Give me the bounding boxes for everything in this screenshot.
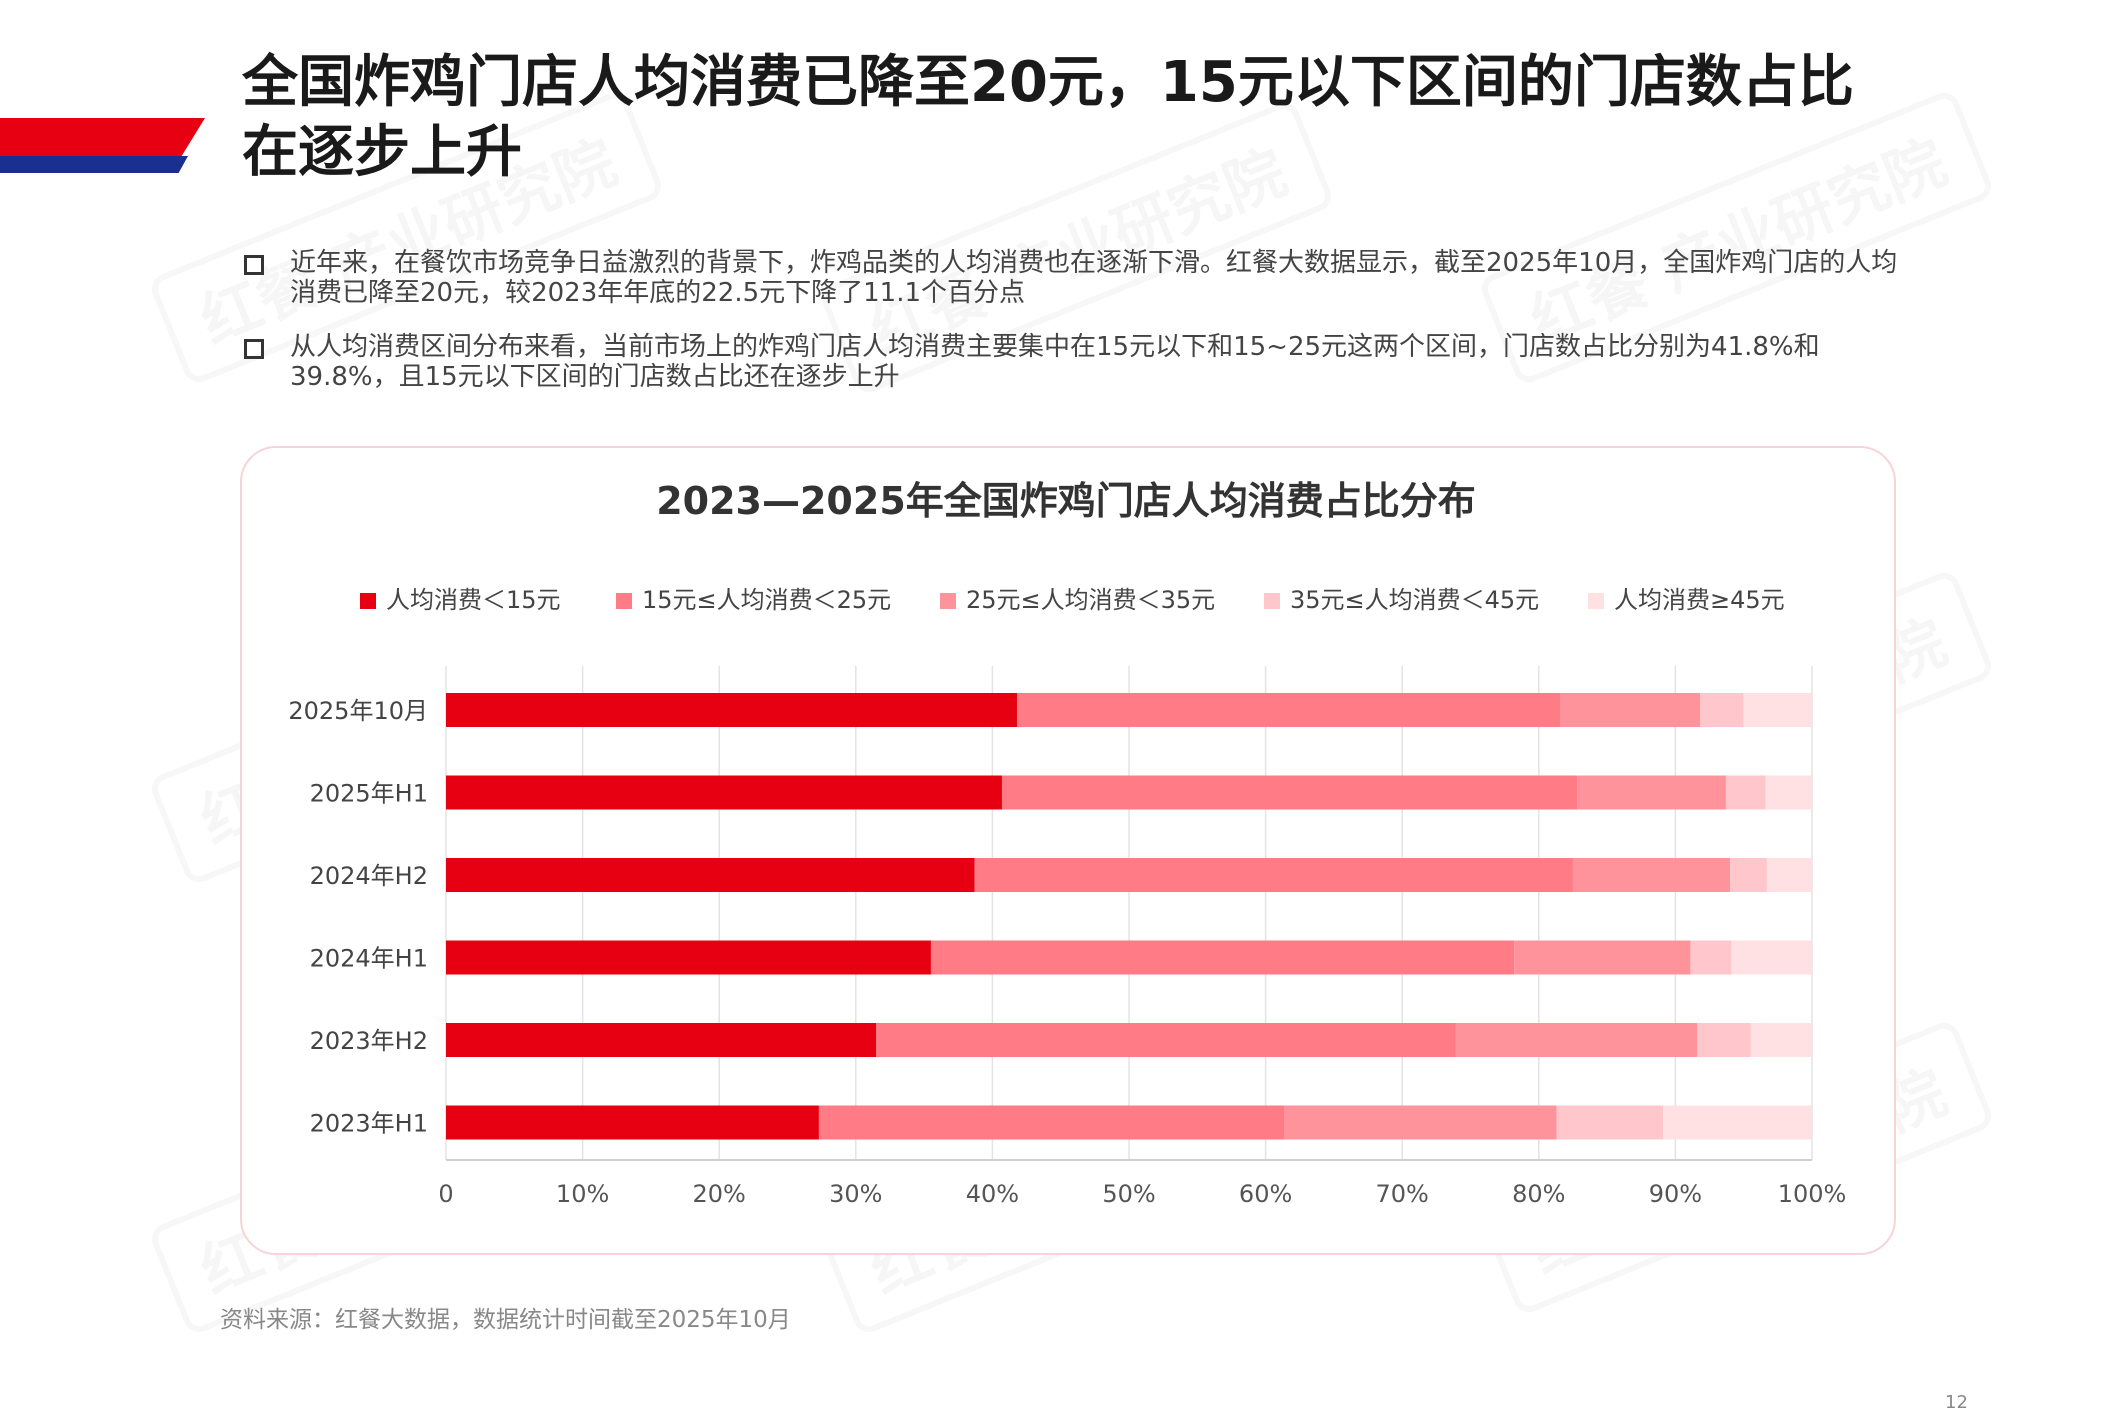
- bar-segment: [1560, 693, 1700, 727]
- bar-segment: [446, 940, 931, 975]
- y-category-label: 2023年H2: [310, 1027, 428, 1055]
- bar-segment: [446, 858, 975, 892]
- bar-segment: [1016, 693, 1561, 727]
- bar-segment: [1284, 1105, 1557, 1140]
- bar-segment: [1514, 940, 1691, 975]
- bar-segment: [1743, 693, 1812, 727]
- bar-segment: [1766, 858, 1812, 892]
- bar-segment: [446, 775, 1002, 810]
- page-number: 12: [1945, 1392, 1968, 1413]
- bar-segment: [1731, 940, 1812, 975]
- x-tick-label: 10%: [556, 1180, 609, 1208]
- bar-segment: [1699, 693, 1744, 727]
- x-tick-label: 50%: [1102, 1180, 1155, 1208]
- legend-label: 人均消费＜15元: [386, 586, 561, 614]
- header-accent-blue: [0, 156, 188, 173]
- bar-segment: [1697, 1023, 1751, 1057]
- legend-swatch: [940, 593, 956, 609]
- bar-segment: [446, 1023, 877, 1057]
- legend-swatch: [360, 593, 376, 609]
- legend-swatch: [1588, 593, 1604, 609]
- source-note: 资料来源：红餐大数据，数据统计时间截至2025年10月: [220, 1307, 791, 1333]
- y-category-label: 2023年H1: [310, 1110, 428, 1138]
- x-tick-label: 90%: [1649, 1180, 1702, 1208]
- bullet-list: 近年来，在餐饮市场竞争日益激烈的背景下，炸鸡品类的人均消费也在逐渐下滑。红餐大数…: [242, 248, 1922, 416]
- bar-segment: [876, 1023, 1456, 1057]
- legend-item: 15元≤人均消费＜25元: [616, 580, 891, 615]
- header-accent-red: [0, 118, 205, 158]
- bullet-item: 近年来，在餐饮市场竞争日益激烈的背景下，炸鸡品类的人均消费也在逐渐下滑。红餐大数…: [242, 248, 1922, 308]
- x-tick-label: 20%: [693, 1180, 746, 1208]
- legend-label: 人均消费≥45元: [1614, 586, 1785, 614]
- chart-title: 2023—2025年全国炸鸡门店人均消费占比分布: [656, 479, 1476, 523]
- x-tick-label: 60%: [1239, 1180, 1292, 1208]
- bar-segment: [1725, 775, 1766, 810]
- y-category-label: 2025年10月: [288, 697, 428, 725]
- legend-item: 人均消费＜15元: [360, 580, 561, 615]
- legend-swatch: [1264, 593, 1280, 609]
- legend-item: 25元≤人均消费＜35元: [940, 580, 1215, 615]
- y-category-label: 2025年H1: [310, 780, 428, 808]
- bar-segment: [1765, 775, 1812, 810]
- legend-item: 人均消费≥45元: [1588, 580, 1785, 615]
- x-tick-label: 40%: [966, 1180, 1019, 1208]
- bar-segment: [1001, 775, 1578, 810]
- x-tick-label: 70%: [1376, 1180, 1429, 1208]
- x-tick-label: 0: [438, 1180, 453, 1208]
- bar-segment: [446, 1105, 819, 1140]
- bar-segment: [446, 693, 1017, 727]
- bar-segment: [1556, 1105, 1664, 1140]
- square-bullet-icon: [244, 339, 264, 359]
- x-tick-label: 30%: [829, 1180, 882, 1208]
- bar-segment: [974, 858, 1573, 892]
- page-title: 全国炸鸡门店人均消费已降至20元，15元以下区间的门店数占比在逐步上升: [242, 50, 1854, 185]
- bar-segment: [1730, 858, 1767, 892]
- bar-segment: [818, 1105, 1285, 1140]
- bar-segment: [1455, 1023, 1698, 1057]
- legend-item: 35元≤人均消费＜45元: [1264, 580, 1539, 615]
- y-category-label: 2024年H1: [310, 945, 428, 973]
- legend-label: 35元≤人均消费＜45元: [1290, 586, 1540, 614]
- bar-segment: [1690, 940, 1732, 975]
- bar-segment: [930, 940, 1515, 975]
- x-tick-label: 100%: [1778, 1180, 1847, 1208]
- bullet-item: 从人均消费区间分布来看，当前市场上的炸鸡门店人均消费主要集中在15元以下和15~…: [242, 332, 1922, 392]
- bullet-text: 近年来，在餐饮市场竞争日益激烈的背景下，炸鸡品类的人均消费也在逐渐下滑。红餐大数…: [290, 248, 1898, 308]
- bar-segment: [1572, 858, 1731, 892]
- legend-label: 15元≤人均消费＜25元: [642, 586, 892, 614]
- bullet-text: 从人均消费区间分布来看，当前市场上的炸鸡门店人均消费主要集中在15元以下和15~…: [290, 332, 1820, 392]
- square-bullet-icon: [244, 255, 264, 275]
- legend-label: 25元≤人均消费＜35元: [966, 586, 1216, 614]
- bar-segment: [1577, 775, 1726, 810]
- x-tick-label: 80%: [1512, 1180, 1565, 1208]
- chart-legend: 人均消费＜15元 15元≤人均消费＜25元 25元≤人均消费＜35元 35元≤人…: [360, 580, 1860, 616]
- y-category-label: 2024年H2: [310, 862, 428, 890]
- legend-swatch: [616, 593, 632, 609]
- bar-segment: [1750, 1023, 1812, 1057]
- bar-segment: [1663, 1105, 1812, 1140]
